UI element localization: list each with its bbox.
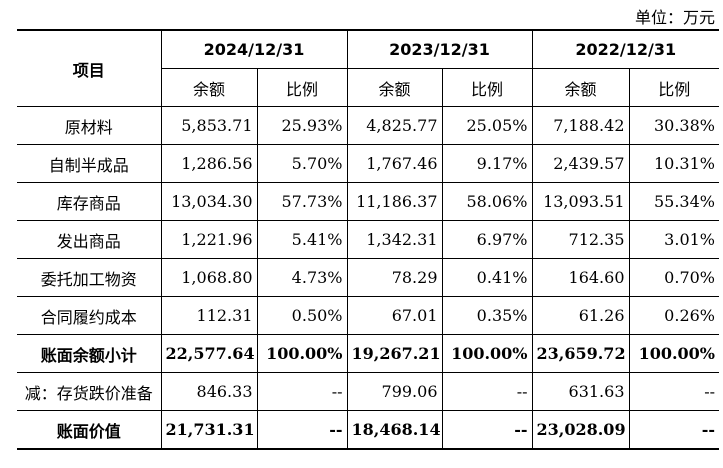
ratio-header: 比例: [256, 68, 348, 107]
ratio-cell: 58.06%: [441, 182, 533, 221]
balance-cell: 846.33: [160, 372, 258, 411]
year-header-2024: 2024/12/31: [160, 29, 348, 69]
balance-cell: 11,186.37: [346, 182, 443, 221]
table-row: 原材料 5,853.71 25.93% 4,825.77 25.05% 7,188.42 3…: [17, 106, 719, 145]
ratio-cell: 30.38%: [628, 106, 719, 145]
ratio-cell: 25.05%: [441, 106, 533, 145]
year-header-row: 项目 2024/12/31 2023/12/31 2022/12/31: [17, 29, 719, 107]
table-row: 库存商品 13,034.30 57.73% 11,186.37 58.06% 13,093…: [17, 182, 719, 221]
ratio-cell: 10.31%: [628, 144, 719, 183]
ratio-cell: 6.97%: [441, 220, 533, 259]
ratio-cell: --: [628, 372, 719, 411]
ratio-cell: --: [256, 372, 348, 411]
ratio-cell: 4.73%: [256, 258, 348, 297]
row-label: 账面价值: [17, 410, 162, 450]
ratio-cell: 0.26%: [628, 296, 719, 335]
balance-cell: 67.01: [346, 296, 443, 335]
ratio-header: 比例: [441, 68, 533, 107]
ratio-cell: 100.00%: [441, 334, 533, 373]
table-row: 委托加工物资 1,068.80 4.73% 78.29 0.41% 164.60 0.70%: [17, 258, 719, 297]
table-row: 发出商品 1,221.96 5.41% 1,342.31 6.97% 712.35 3.01…: [17, 220, 719, 259]
balance-cell: 112.31: [160, 296, 258, 335]
balance-cell: 1,342.31: [346, 220, 443, 259]
ratio-cell: 3.01%: [628, 220, 719, 259]
balance-cell: 164.60: [531, 258, 630, 297]
balance-cell: 23,028.09: [531, 410, 630, 450]
balance-cell: 1,068.80: [160, 258, 258, 297]
ratio-cell: --: [441, 372, 533, 411]
balance-cell: 5,853.71: [160, 106, 258, 145]
unit-label: 单位：万元: [634, 8, 715, 27]
balance-cell: 78.29: [346, 258, 443, 297]
balance-cell: 18,468.14: [346, 410, 443, 450]
balance-cell: 23,659.72: [531, 334, 630, 373]
balance-header: 余额: [531, 68, 630, 107]
row-label: 库存商品: [17, 182, 162, 221]
inventory-table: 项目 2024/12/31 2023/12/31 2022/12/31 余额 比…: [17, 29, 719, 450]
table-row: 账面价值 21,731.31 -- 18,468.14 -- 23,028.09 --: [17, 410, 719, 450]
ratio-header: 比例: [628, 68, 719, 107]
balance-cell: 61.26: [531, 296, 630, 335]
table-row: 自制半成品 1,286.56 5.70% 1,767.46 9.17% 2,439.57 1…: [17, 144, 719, 183]
balance-cell: 13,034.30: [160, 182, 258, 221]
row-label: 账面余额小计: [17, 334, 162, 373]
row-label: 合同履约成本: [17, 296, 162, 335]
balance-cell: 1,286.56: [160, 144, 258, 183]
ratio-cell: 100.00%: [256, 334, 348, 373]
balance-cell: 7,188.42: [531, 106, 630, 145]
ratio-cell: 25.93%: [256, 106, 348, 145]
ratio-cell: 5.70%: [256, 144, 348, 183]
balance-header: 余额: [161, 68, 258, 107]
ratio-cell: 57.73%: [256, 182, 348, 221]
balance-cell: 21,731.31: [160, 410, 258, 450]
ratio-cell: 0.35%: [441, 296, 533, 335]
ratio-cell: 0.50%: [256, 296, 348, 335]
row-label: 自制半成品: [17, 144, 162, 183]
balance-cell: 799.06: [346, 372, 443, 411]
row-label: 委托加工物资: [17, 258, 162, 297]
balance-cell: 1,767.46: [346, 144, 443, 183]
balance-cell: 19,267.21: [346, 334, 443, 373]
balance-cell: 712.35: [531, 220, 630, 259]
table-row: 合同履约成本 112.31 0.50% 67.01 0.35% 61.26 0.26%: [17, 296, 719, 335]
row-label: 发出商品: [17, 220, 162, 259]
ratio-cell: 55.34%: [628, 182, 719, 221]
ratio-cell: --: [628, 410, 719, 450]
row-label: 减：存货跌价准备: [17, 372, 162, 411]
balance-cell: 13,093.51: [531, 182, 630, 221]
table-row: 账面余额小计 22,577.64 100.00% 19,267.21 100.00% 23…: [17, 334, 719, 373]
balance-cell: 2,439.57: [531, 144, 630, 183]
table-row: 减：存货跌价准备 846.33 -- 799.06 -- 631.63 --: [17, 372, 719, 411]
ratio-cell: --: [441, 410, 533, 450]
ratio-cell: 100.00%: [628, 334, 719, 373]
ratio-cell: 9.17%: [441, 144, 533, 183]
year-header-2023: 2023/12/31: [346, 29, 533, 69]
balance-cell: 4,825.77: [346, 106, 443, 145]
ratio-cell: --: [256, 410, 348, 450]
item-header: 项目: [17, 29, 162, 107]
row-label: 原材料: [17, 106, 162, 145]
ratio-cell: 5.41%: [256, 220, 348, 259]
ratio-cell: 0.70%: [628, 258, 719, 297]
year-header-2022: 2022/12/31: [531, 29, 719, 69]
balance-header: 余额: [346, 68, 443, 107]
balance-cell: 22,577.64: [160, 334, 258, 373]
balance-cell: 1,221.96: [160, 220, 258, 259]
ratio-cell: 0.41%: [441, 258, 533, 297]
balance-cell: 631.63: [531, 372, 630, 411]
